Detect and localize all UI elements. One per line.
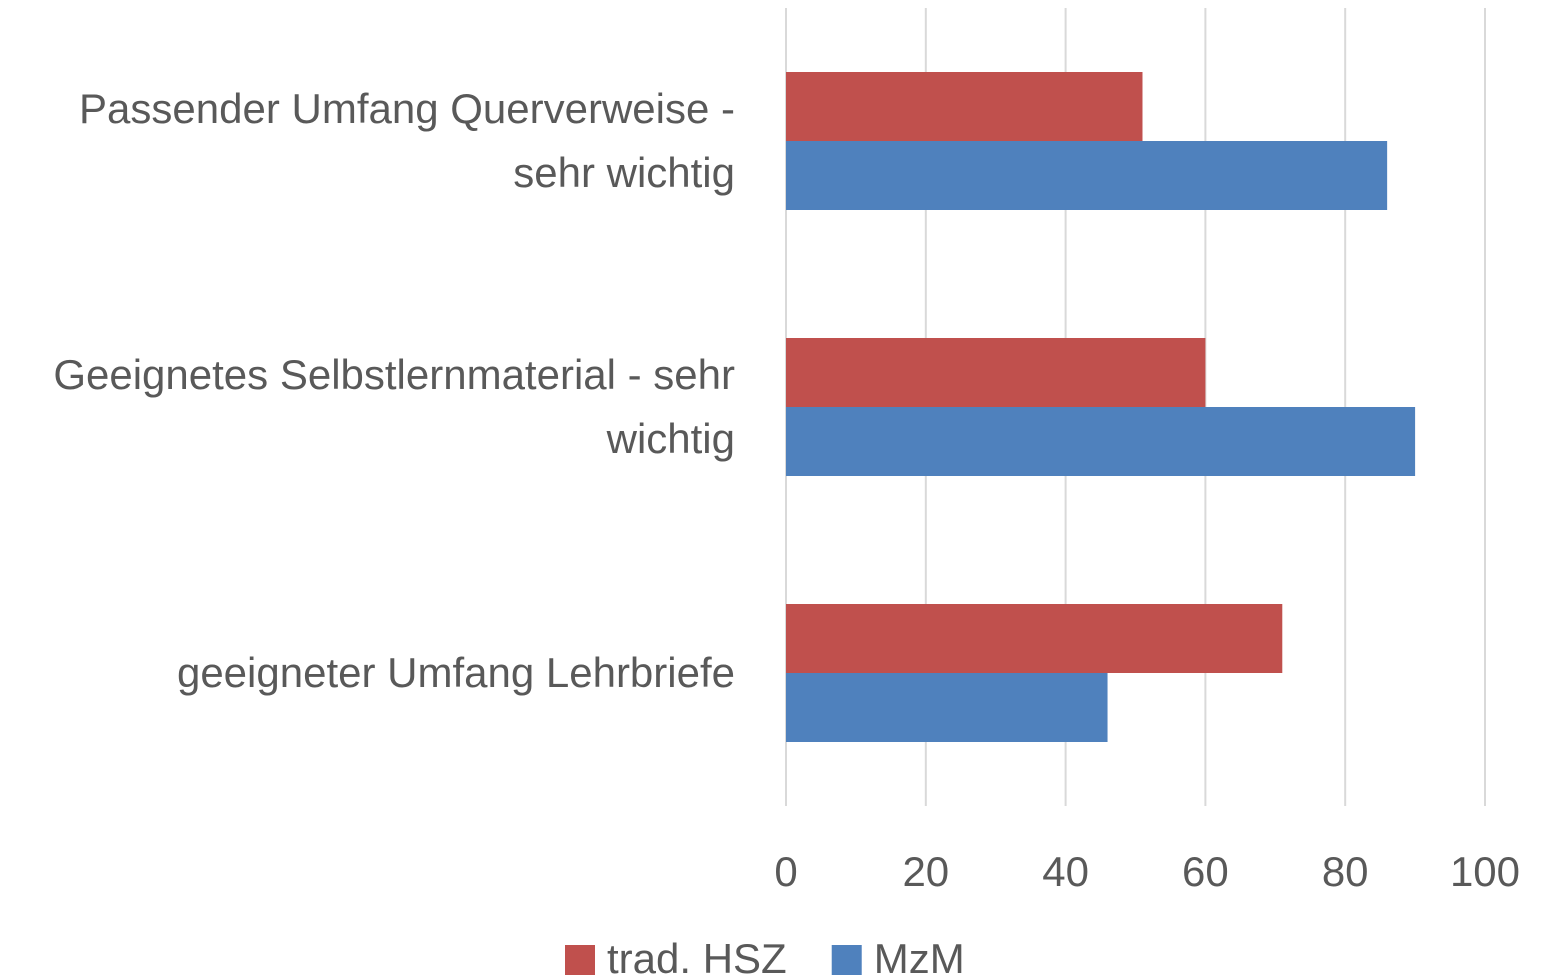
- x-tick-label: 100: [1450, 848, 1520, 895]
- category-label: Passender Umfang Querverweise - sehr wic…: [79, 85, 735, 196]
- bar: [786, 673, 1108, 742]
- x-tick-label: 40: [1042, 848, 1089, 895]
- bar: [786, 141, 1388, 210]
- x-tick-label: 0: [774, 848, 797, 895]
- bar: [786, 407, 1416, 476]
- x-tick-label: 80: [1322, 848, 1369, 895]
- x-tick-label: 20: [902, 848, 949, 895]
- bar: [786, 72, 1143, 141]
- legend-label: MzM: [874, 935, 965, 979]
- legend-swatch: [831, 945, 862, 975]
- legend-swatch: [565, 945, 595, 975]
- bar: [786, 604, 1283, 673]
- bar: [786, 338, 1206, 407]
- x-tick-label: 60: [1182, 848, 1229, 895]
- category-label: Geeignetes Selbstlernmaterial - sehr wic…: [53, 351, 735, 462]
- legend-label: trad. HSZ: [607, 935, 787, 979]
- category-label: geeigneter Umfang Lehrbriefe: [176, 649, 735, 696]
